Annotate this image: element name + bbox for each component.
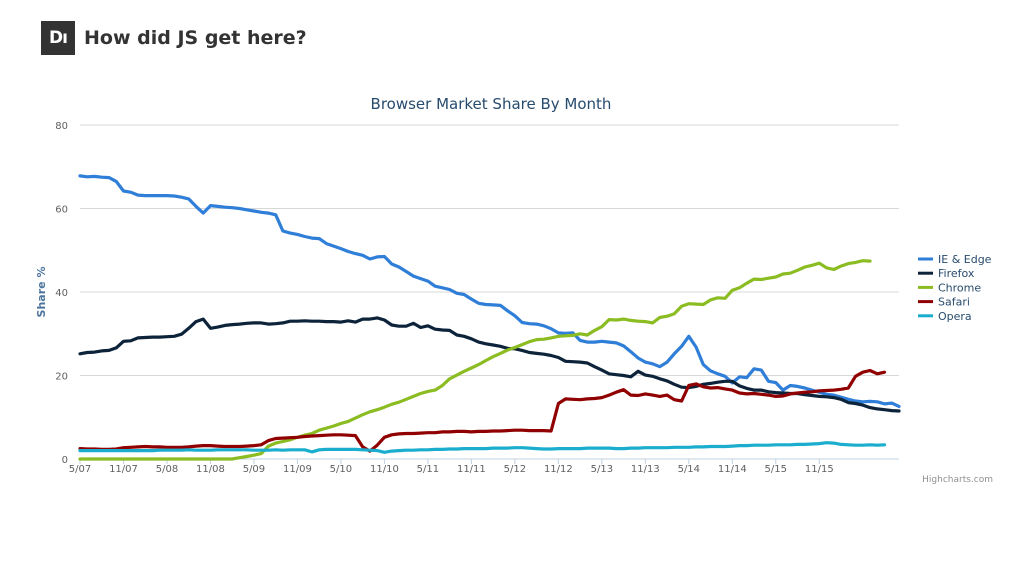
y-tick-label: 60 [55, 205, 68, 216]
y-axis-ticks: 0 20 40 60 80 [55, 121, 68, 466]
x-tick-label: 5/07 [69, 464, 91, 475]
legend-item[interactable]: Opera [918, 310, 972, 323]
series-line-2[interactable] [78, 259, 872, 461]
x-tick-label: 5/10 [330, 464, 352, 475]
credits-link[interactable]: Highcharts.com [922, 475, 993, 485]
gridlines [80, 124, 899, 460]
legend-label: Opera [938, 310, 972, 323]
legend-label: Firefox [938, 267, 975, 280]
y-tick-label: 80 [55, 121, 68, 132]
x-tick-label: 11/14 [718, 464, 747, 475]
chart-title: Browser Market Share By Month [371, 95, 612, 113]
legend-label: Safari [938, 296, 970, 309]
x-tick-label: 11/07 [109, 464, 138, 475]
series-line-4[interactable] [78, 441, 887, 454]
series-line-1[interactable] [78, 316, 901, 413]
y-tick-label: 0 [62, 455, 68, 466]
slide-header: Dı How did JS get here? [41, 20, 307, 56]
y-tick-label: 40 [55, 288, 68, 299]
legend-item[interactable]: Chrome [918, 281, 981, 294]
legend-item[interactable]: IE & Edge [918, 253, 992, 266]
x-tick-label: 11/15 [805, 464, 834, 475]
x-tick-label: 11/09 [283, 464, 312, 475]
x-tick-label: 5/11 [417, 464, 439, 475]
x-axis: 5/07 11/07 5/08 11/08 5/09 11/09 5/10 11/10 5/11… [69, 459, 834, 475]
x-tick-label: 11/11 [457, 464, 486, 475]
x-tick-label: 5/13 [591, 464, 613, 475]
logo: Dı [41, 21, 75, 55]
x-tick-label: 5/15 [765, 464, 787, 475]
y-axis-label: Share % [35, 267, 48, 318]
x-tick-label: 5/14 [678, 464, 700, 475]
series-line-0[interactable] [78, 174, 901, 408]
x-tick-label: 5/12 [504, 464, 526, 475]
x-tick-label: 11/12 [544, 464, 573, 475]
x-tick-label: 11/10 [370, 464, 399, 475]
legend-label: IE & Edge [938, 253, 992, 266]
slide-title: How did JS get here? [84, 27, 307, 49]
legend-item[interactable]: Safari [918, 296, 970, 309]
legend-label: Chrome [938, 281, 981, 294]
series-line-3[interactable] [78, 368, 887, 453]
series-lines [78, 174, 901, 461]
y-tick-label: 20 [55, 372, 68, 383]
x-tick-label: 11/08 [196, 464, 225, 475]
x-tick-label: 5/08 [156, 464, 178, 475]
x-tick-label: 5/09 [243, 464, 265, 475]
legend-item[interactable]: Firefox [918, 267, 975, 280]
x-tick-label: 11/13 [631, 464, 660, 475]
